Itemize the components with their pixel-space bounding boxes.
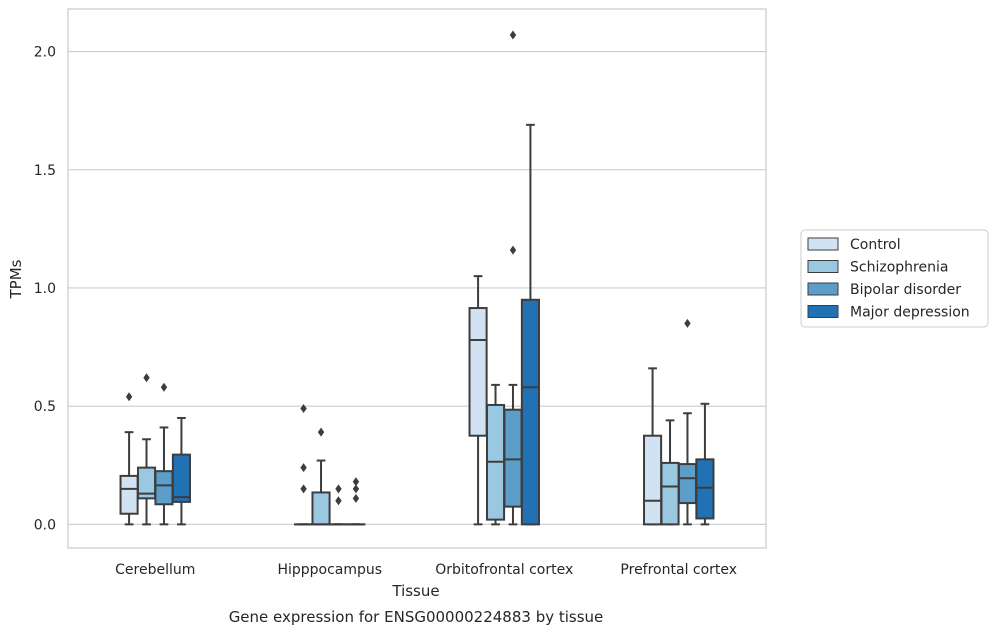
- box-plot-marks: [119, 30, 715, 526]
- box: [171, 453, 191, 503]
- box: [468, 307, 488, 437]
- x-tick-label: Orbitofrontal cortex: [435, 562, 573, 578]
- outlier-point: [684, 318, 691, 328]
- y-tick-label: 2.0: [34, 45, 56, 61]
- outlier-point: [352, 477, 360, 487]
- outlier-point: [143, 373, 150, 383]
- outlier-point: [317, 427, 325, 437]
- outlier-point: [160, 382, 168, 392]
- y-tick-label: 0.0: [34, 517, 56, 533]
- y-tick-labels: 0.0 0.5 1.0 1.5 2.0: [34, 45, 56, 534]
- legend-label: Control: [850, 237, 901, 253]
- outlier-point: [335, 484, 342, 494]
- plot-frame: [67, 8, 767, 549]
- box-group: [468, 275, 488, 526]
- outlier-point: [335, 496, 342, 506]
- outlier-point: [300, 463, 307, 473]
- box: [660, 461, 680, 526]
- box-group: [520, 123, 540, 526]
- box: [643, 434, 663, 526]
- y-tick-label: 1.0: [34, 281, 56, 297]
- box-group: [643, 367, 663, 526]
- legend-label: Bipolar disorder: [850, 282, 961, 298]
- box: [154, 470, 174, 506]
- y-tick-label: 1.5: [34, 163, 56, 179]
- y-tick-label: 0.5: [34, 399, 56, 415]
- outlier-point: [509, 245, 517, 255]
- box-group: [294, 404, 314, 526]
- x-tick-label: Prefrontal cortex: [620, 562, 737, 578]
- y-axis-label: TPMs: [7, 259, 25, 299]
- x-axis-label: Tissue: [391, 582, 439, 600]
- outlier-point: [300, 404, 307, 414]
- box: [119, 474, 139, 515]
- box-group: [346, 477, 366, 526]
- box: [520, 298, 540, 526]
- outlier-point: [300, 484, 307, 494]
- box-group: [154, 382, 174, 526]
- box-group: [311, 427, 331, 526]
- outlier-point: [352, 493, 360, 503]
- legend-swatch: [807, 305, 839, 318]
- x-tick-labels: Cerebellum Hipppocampus Orbitofrontal cort…: [115, 562, 737, 578]
- x-tick-label: Cerebellum: [115, 562, 195, 578]
- box: [503, 408, 523, 508]
- x-tick-label: Hipppocampus: [277, 562, 382, 578]
- legend: Control Schizophrenia Bipolar disorder Majo…: [800, 229, 989, 328]
- outlier-point: [352, 484, 360, 494]
- box: [677, 463, 698, 505]
- legend-label: Schizophrenia: [850, 260, 948, 276]
- legend-swatch: [807, 282, 839, 296]
- outlier-point: [509, 30, 517, 40]
- figure-caption: Gene expression for ENSG00000224883 by t…: [229, 608, 604, 626]
- legend-swatch: [807, 260, 839, 273]
- box-group: [136, 373, 157, 526]
- box-group: [171, 416, 191, 526]
- box-group: [695, 402, 715, 526]
- box-group: [660, 419, 680, 526]
- legend-label: Major depression: [850, 305, 970, 321]
- legend-frame: [800, 229, 989, 328]
- box-group: [503, 30, 523, 526]
- box: [311, 491, 331, 526]
- box-group: [485, 383, 506, 526]
- box: [695, 458, 715, 520]
- outlier-point: [125, 392, 133, 402]
- legend-swatch: [807, 237, 839, 251]
- box-group: [119, 392, 139, 526]
- box-group: [328, 484, 349, 526]
- box-group: [677, 318, 698, 526]
